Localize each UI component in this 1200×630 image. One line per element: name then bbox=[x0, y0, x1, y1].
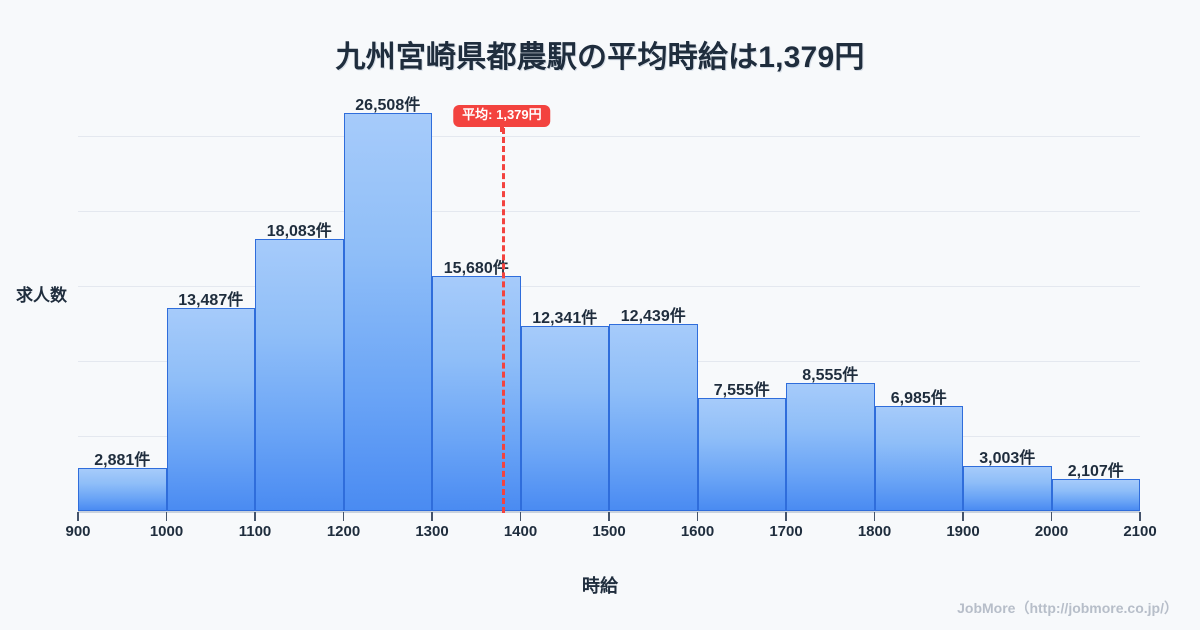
histogram-bar[interactable] bbox=[963, 465, 1052, 511]
x-tick-mark bbox=[342, 512, 345, 521]
gridline bbox=[78, 285, 1140, 287]
x-tick-mark bbox=[1139, 512, 1141, 521]
x-tick-mark bbox=[77, 512, 79, 521]
average-dashed-line bbox=[501, 128, 505, 513]
bar-value-label: 12,439件 bbox=[620, 308, 686, 326]
x-tick-mark bbox=[254, 512, 256, 521]
x-tick-label: 1100 bbox=[238, 523, 272, 540]
histogram-bar[interactable] bbox=[786, 382, 875, 511]
bar-value-label: 6,985件 bbox=[890, 390, 947, 408]
x-tick-label: 2000 bbox=[1034, 523, 1069, 540]
histogram-bar[interactable] bbox=[520, 325, 609, 511]
x-tick-mark bbox=[873, 512, 876, 521]
bar-value-label: 13,487件 bbox=[178, 292, 244, 310]
histogram-bar[interactable] bbox=[78, 467, 167, 511]
bar-value-label: 2,107件 bbox=[1067, 463, 1124, 481]
x-tick-mark bbox=[165, 512, 168, 521]
x-tick-mark bbox=[962, 512, 964, 521]
x-tick-mark bbox=[608, 512, 610, 521]
footer-credit: JobMore（http://jobmore.co.jp/） bbox=[957, 600, 1178, 616]
x-axis-title: 時給 bbox=[582, 576, 618, 596]
gridline bbox=[78, 135, 1140, 137]
x-tick-mark bbox=[519, 512, 522, 521]
page-title: 九州宮崎県都農駅の平均時給は1,379円 bbox=[335, 41, 865, 74]
histogram-bar[interactable] bbox=[1051, 479, 1140, 511]
bar-value-label: 15,680件 bbox=[443, 259, 509, 277]
histogram-bar[interactable] bbox=[255, 239, 344, 511]
x-tick-label: 1000 bbox=[149, 523, 184, 540]
bar-value-label: 2,881件 bbox=[94, 451, 151, 469]
bar-value-label: 26,508件 bbox=[355, 96, 421, 114]
y-axis-title: 求人数 bbox=[16, 286, 67, 305]
bar-value-label: 18,083件 bbox=[266, 223, 332, 241]
histogram-bar[interactable] bbox=[609, 324, 698, 511]
x-tick-label: 1400 bbox=[503, 523, 538, 540]
x-tick-label: 1200 bbox=[326, 523, 361, 540]
x-tick-mark bbox=[696, 512, 699, 521]
histogram-bar[interactable] bbox=[166, 308, 255, 511]
x-tick-mark bbox=[1050, 512, 1053, 521]
histogram-bar[interactable] bbox=[432, 275, 521, 511]
x-tick-label: 1700 bbox=[769, 523, 803, 540]
x-tick-label: 1900 bbox=[946, 523, 980, 540]
histogram-bar[interactable] bbox=[343, 112, 432, 511]
average-badge: 平均: 1,379円 bbox=[453, 105, 551, 127]
x-tick-mark bbox=[431, 512, 433, 521]
x-tick-label: 1500 bbox=[592, 523, 626, 540]
x-tick-label: 2100 bbox=[1123, 523, 1157, 540]
average-badge-stem bbox=[499, 127, 504, 132]
x-tick-label: 1300 bbox=[415, 523, 449, 540]
x-tick-label: 900 bbox=[65, 523, 91, 540]
histogram-bar[interactable] bbox=[874, 406, 963, 511]
x-tick-label: 1600 bbox=[680, 523, 715, 540]
histogram-bar[interactable] bbox=[697, 397, 786, 511]
bar-value-label: 8,555件 bbox=[802, 366, 859, 384]
bar-value-label: 7,555件 bbox=[713, 381, 770, 399]
bar-value-label: 3,003件 bbox=[979, 449, 1036, 467]
x-axis-baseline bbox=[78, 511, 1140, 513]
x-tick-mark bbox=[785, 512, 787, 521]
bar-value-label: 12,341件 bbox=[532, 309, 598, 327]
gridline bbox=[78, 210, 1140, 212]
x-tick-label: 1800 bbox=[857, 523, 892, 540]
